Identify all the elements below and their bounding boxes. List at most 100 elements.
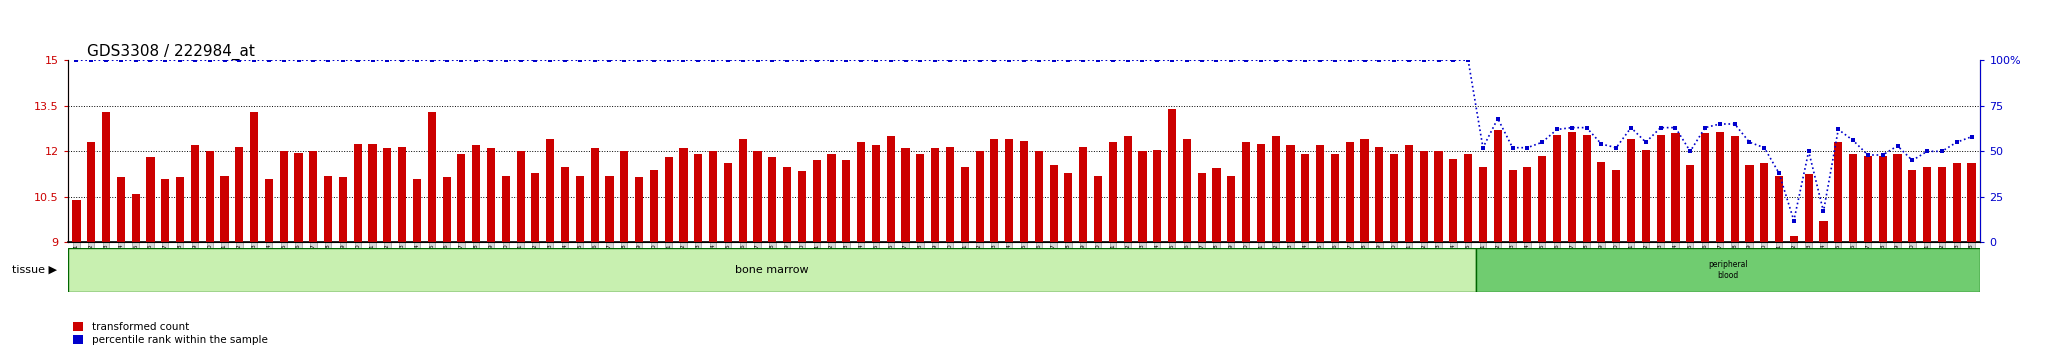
Bar [1702,133,1710,242]
Bar [1124,136,1133,242]
Bar [932,148,940,242]
Bar [1464,154,1473,242]
Bar [1167,109,1176,242]
Bar [1552,135,1561,242]
Bar [827,154,836,242]
Bar [1153,150,1161,242]
Bar [250,112,258,242]
Bar [442,177,451,242]
Bar [1212,168,1221,242]
Bar [1937,166,1946,242]
Bar [561,166,569,242]
Bar [1923,166,1931,242]
Bar [782,166,791,242]
Bar [1819,221,1827,242]
Bar [1804,174,1812,242]
Bar [1968,164,1976,242]
Bar [666,158,672,242]
Legend: transformed count, percentile rank within the sample: transformed count, percentile rank withi… [74,322,268,345]
Bar [723,164,731,242]
Bar [649,170,657,242]
Text: peripheral
blood: peripheral blood [1708,260,1749,280]
Bar [1776,176,1784,242]
Bar [1450,159,1458,242]
Bar [1642,150,1651,242]
Bar [1317,145,1325,242]
Bar [72,200,80,242]
Bar [1391,154,1399,242]
Text: tissue ▶: tissue ▶ [12,265,57,275]
Bar [1716,132,1724,242]
Bar [1241,142,1249,242]
Bar [88,142,96,242]
Bar [487,148,496,242]
Bar [813,160,821,242]
Bar [1909,170,1917,242]
Bar [309,152,317,242]
Bar [117,177,125,242]
Bar [1626,139,1634,242]
Bar [1300,154,1309,242]
Bar [1065,173,1073,242]
Bar [946,147,954,242]
Bar [1567,132,1575,242]
Bar [1434,152,1442,242]
Bar [1227,176,1235,242]
Bar [264,179,272,242]
Bar [1597,162,1606,242]
Bar [1198,173,1206,242]
Bar [190,145,199,242]
Bar [680,148,688,242]
Bar [1612,170,1620,242]
Bar [428,112,436,242]
Bar [961,166,969,242]
Bar [383,148,391,242]
Bar [457,154,465,242]
Bar [236,147,244,242]
Bar [1657,135,1665,242]
Bar [1257,144,1266,242]
Bar [1006,139,1014,242]
Bar [1583,135,1591,242]
Bar [397,147,406,242]
Bar [1790,236,1798,242]
Bar [547,139,555,242]
Bar [887,136,895,242]
Bar [694,154,702,242]
Bar [516,152,524,242]
Bar [754,152,762,242]
Bar [1079,147,1087,242]
Bar [1139,152,1147,242]
Bar [1346,142,1354,242]
Bar [901,148,909,242]
Bar [1020,141,1028,242]
Bar [1849,154,1858,242]
Bar [799,171,807,242]
Bar [176,177,184,242]
Bar [1049,165,1057,242]
Bar [975,152,983,242]
Bar [1184,139,1192,242]
Bar [1524,166,1532,242]
Bar [1759,164,1767,242]
Bar [606,176,614,242]
Bar [1952,164,1960,242]
Bar [1894,154,1903,242]
Bar [502,176,510,242]
Bar [1864,156,1872,242]
Bar [369,144,377,242]
Bar [354,144,362,242]
Bar [1835,142,1843,242]
Bar [590,148,598,242]
Bar [635,177,643,242]
Bar [1286,145,1294,242]
Bar [221,176,229,242]
Bar [1878,156,1886,242]
Bar [768,158,776,242]
Bar [915,154,924,242]
Bar [473,145,481,242]
Bar [1094,176,1102,242]
Bar [1331,154,1339,242]
Bar [281,152,289,242]
Bar [1493,130,1501,242]
